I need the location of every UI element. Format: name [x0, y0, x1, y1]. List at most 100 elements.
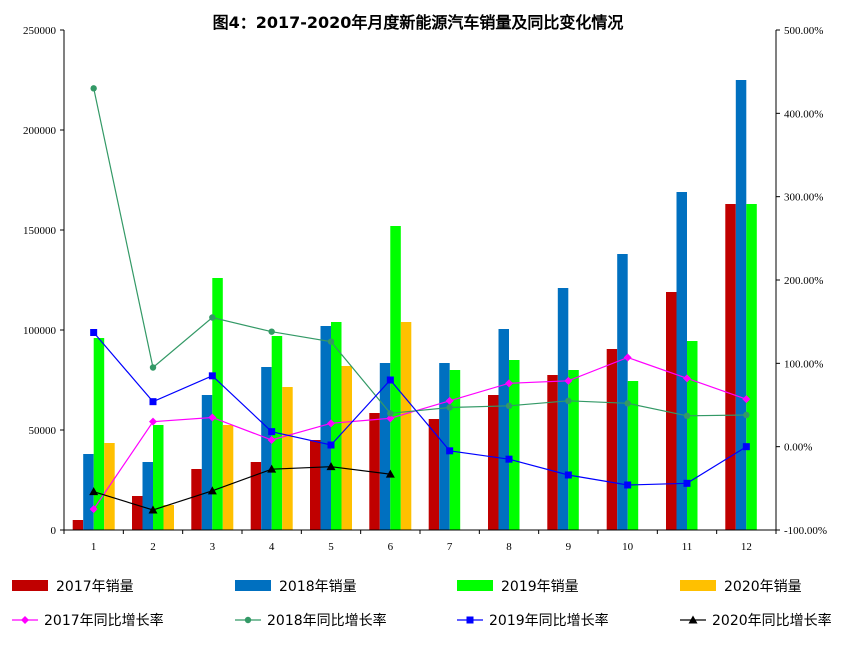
chart-title: 图4：2017-2020年月度新能源汽车销量及同比变化情况 [213, 13, 624, 32]
axes: 0 50000 100000 150000 200000 250000 -100.00% 0.… [23, 25, 827, 553]
line-point-2-9 [565, 397, 572, 405]
x-tick-label: 5 [328, 541, 334, 553]
right-tick-label: 400.00% [784, 108, 823, 120]
line-point-3-11 [683, 479, 691, 487]
left-tick-label: 150000 [23, 225, 57, 237]
legend-marker-3 [466, 616, 474, 624]
bar-2-5 [320, 326, 331, 530]
bar-2-11 [676, 192, 687, 530]
bar-3-12 [746, 204, 757, 530]
bar-3-6 [390, 226, 401, 530]
x-tick-label: 3 [210, 541, 216, 553]
bar-1-9 [547, 375, 558, 530]
line-point-3-2 [149, 398, 157, 406]
x-tick-label: 4 [269, 541, 275, 553]
bar-2-3 [201, 395, 213, 530]
legend-marker-4 [688, 615, 698, 624]
x-tick-label: 11 [682, 541, 693, 553]
legend-label-line-2: 2018年同比增长率 [267, 612, 387, 629]
bar-3-3 [212, 278, 223, 530]
bar-4-6 [400, 322, 412, 530]
bar-3-9 [568, 370, 579, 530]
x-tick-label: 6 [388, 541, 394, 553]
line-point-4-5 [326, 462, 336, 471]
line-layer [89, 85, 751, 514]
line-point-1-12 [742, 395, 751, 404]
bar-1-1 [72, 520, 84, 530]
right-tick-label: 300.00% [784, 192, 823, 204]
bar-4-5 [341, 366, 352, 530]
legend-label-bar-2: 2018年销量 [279, 579, 357, 595]
legend-marker-2 [244, 616, 252, 624]
bar-3-10 [627, 381, 639, 530]
x-tick-label: 8 [506, 541, 512, 553]
line-series-1 [93, 356, 747, 510]
line-point-3-6 [386, 376, 394, 384]
left-tick-label: 50000 [29, 425, 57, 437]
bar-2-8 [498, 329, 509, 530]
line-point-2-6 [387, 410, 394, 417]
x-tick-label: 9 [566, 541, 572, 553]
bar-2-4 [261, 367, 272, 530]
legend-label-line-1: 2017年同比增长率 [44, 612, 164, 629]
x-tick-label: 12 [741, 541, 752, 553]
bar-4-4 [282, 387, 293, 530]
line-point-3-4 [268, 428, 276, 436]
line-point-4-2 [148, 505, 158, 514]
line-point-1-4 [267, 436, 276, 444]
bar-2-6 [379, 363, 391, 530]
line-point-1-9 [564, 376, 573, 385]
line-point-3-7 [446, 447, 454, 455]
line-point-3-1 [90, 329, 98, 336]
bar-1-11 [666, 292, 677, 530]
bar-1-10 [606, 349, 618, 530]
bar-2-12 [735, 80, 747, 530]
bar-2-7 [439, 363, 450, 530]
bar-2-1 [83, 454, 94, 530]
left-tick-label: 200000 [23, 125, 57, 137]
x-tick-label: 2 [150, 541, 156, 553]
bar-2-10 [617, 254, 628, 530]
line-point-2-10 [624, 400, 631, 407]
bar-4-2 [163, 505, 174, 530]
bar-1-8 [488, 395, 499, 530]
bar-1-6 [369, 413, 380, 530]
legend-swatch-bar-1 [12, 580, 48, 591]
legend-label-line-3: 2019年同比增长率 [489, 612, 609, 629]
right-tick-label: 100.00% [784, 358, 823, 370]
line-point-1-2 [149, 417, 157, 426]
legend-label-bar-4: 2020年销量 [724, 579, 802, 595]
bar-1-12 [725, 204, 736, 530]
bar-4-3 [222, 425, 234, 530]
line-point-2-4 [268, 328, 275, 335]
legend-marker-1 [21, 616, 29, 624]
line-series-4 [93, 466, 391, 511]
line-point-2-8 [505, 402, 513, 410]
right-tick-label: -100.00% [784, 525, 827, 537]
line-point-1-11 [683, 374, 691, 383]
line-point-1-5 [327, 419, 335, 428]
line-point-3-5 [327, 441, 335, 449]
line-point-4-6 [385, 469, 395, 478]
line-point-2-5 [327, 338, 335, 345]
line-point-1-3 [208, 413, 217, 422]
bar-2-9 [557, 288, 569, 530]
line-point-3-12 [742, 443, 750, 451]
line-point-2-3 [209, 314, 216, 321]
bar-1-7 [428, 419, 440, 530]
bar-3-11 [687, 341, 698, 530]
line-point-2-11 [683, 412, 691, 420]
bar-3-7 [449, 370, 461, 530]
x-tick-label: 1 [91, 541, 97, 553]
bar-layer [72, 80, 757, 530]
bar-2-2 [142, 462, 153, 530]
left-tick-label: 0 [51, 525, 57, 537]
line-point-1-8 [505, 379, 513, 388]
line-point-1-7 [445, 396, 454, 405]
line-point-2-1 [90, 85, 97, 92]
x-tick-label: 10 [622, 541, 634, 553]
legend: 2017年销量 2018年销量 2019年销量 2020年销量 2017年同比增长率 20… [12, 579, 832, 629]
right-tick-label: 0.00% [784, 442, 812, 454]
bar-3-2 [153, 425, 164, 530]
